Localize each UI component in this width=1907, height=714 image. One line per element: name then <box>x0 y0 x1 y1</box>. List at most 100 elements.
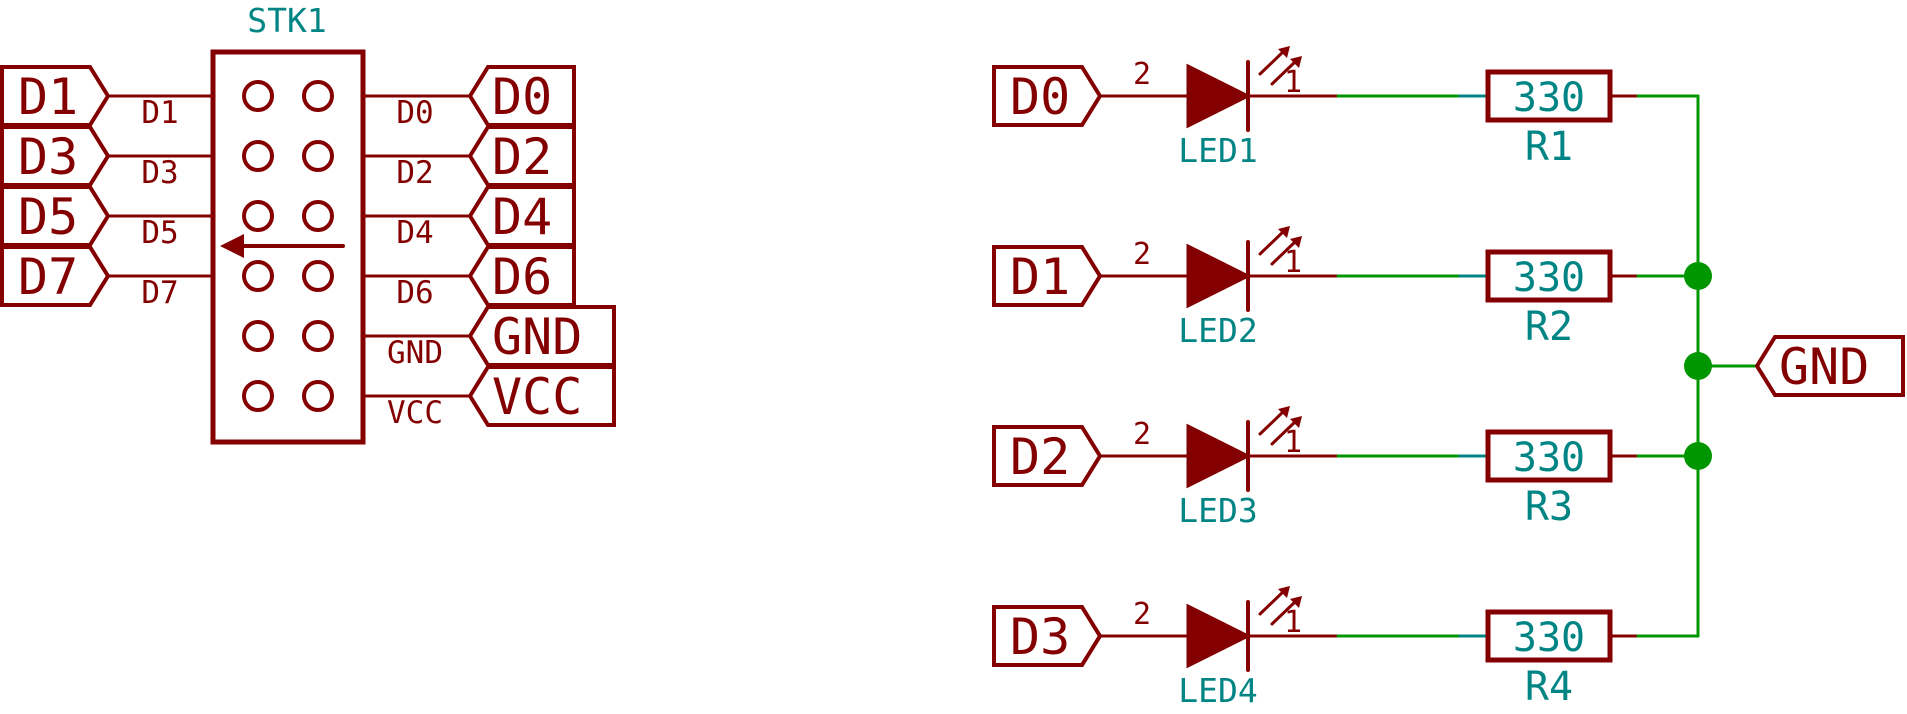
left-net-label-text: D7 <box>18 248 78 306</box>
channel-input-label-text: D1 <box>1010 248 1070 306</box>
ground-net-label-text: GND <box>1779 338 1869 396</box>
channel-input-label-shape <box>992 245 1103 307</box>
led-emission-arrow <box>1258 588 1287 616</box>
led-emission-arrowhead <box>1290 236 1302 248</box>
led-ref: LED3 <box>1178 491 1257 530</box>
led-cathode-pin-number: 1 <box>1284 605 1302 640</box>
led-emission-arrow <box>1258 48 1287 76</box>
ground-bus: GND <box>1684 94 1905 638</box>
right-net-label-shape <box>467 185 576 247</box>
right-net-label-shape <box>467 305 616 367</box>
led-ref: LED4 <box>1178 671 1257 710</box>
left-net-label-shape <box>0 65 111 127</box>
connector-pin-hole <box>242 380 274 412</box>
led-cathode-pin-number: 1 <box>1284 65 1302 100</box>
resistor-value: 330 <box>1513 615 1585 661</box>
connector-left-pin-name: D7 <box>141 275 178 311</box>
led-cathode-pin-number: 1 <box>1284 245 1302 280</box>
channel-input-label-shape <box>992 605 1103 667</box>
led-emission-arrow <box>1258 228 1287 256</box>
right-net-label-text: D4 <box>492 188 552 246</box>
led-emission-arrowhead <box>1278 406 1290 418</box>
connector-pin-hole <box>242 200 274 232</box>
resistor-value: 330 <box>1513 75 1585 121</box>
led-anode-pin-number: 2 <box>1133 417 1151 452</box>
resistor-ref: R2 <box>1525 304 1573 350</box>
led-emission-arrow <box>1270 418 1299 446</box>
connector-right-pin-name: D4 <box>396 215 433 251</box>
right-net-label-text: VCC <box>492 368 582 426</box>
led-anode-pin-number: 2 <box>1133 597 1151 632</box>
channel-input-label-text: D0 <box>1010 68 1070 126</box>
connector-pin-hole <box>302 260 334 292</box>
channel-input-label-shape <box>992 425 1103 487</box>
left-net-label-text: D1 <box>18 68 78 126</box>
left-net-label-text: D5 <box>18 188 78 246</box>
left-net-label-shape <box>0 125 111 187</box>
led-emission-arrowhead <box>1290 416 1302 428</box>
led-ref: LED1 <box>1178 131 1257 170</box>
right-net-label-text: D6 <box>492 248 552 306</box>
left-net-label-shape <box>0 245 111 307</box>
led-emission-arrow <box>1270 238 1299 266</box>
right-net-label-text: GND <box>492 308 582 366</box>
led-anode-pin-number: 2 <box>1133 57 1151 92</box>
connector-pin-hole <box>302 200 334 232</box>
resistor-value: 330 <box>1513 435 1585 481</box>
resistor-ref: R4 <box>1525 664 1573 710</box>
ground-net-label-shape <box>1754 335 1905 397</box>
connector-left-pin-name: D3 <box>141 155 178 191</box>
led-body-icon <box>1186 603 1252 669</box>
connector-pin-hole <box>302 380 334 412</box>
right-net-label-text: D0 <box>492 68 552 126</box>
led-emission-arrow <box>1270 598 1299 626</box>
led-body-icon <box>1186 423 1252 489</box>
resistor-ref: R3 <box>1525 484 1573 530</box>
right-net-label-text: D2 <box>492 128 552 186</box>
connector-left-pin-name: D1 <box>141 95 178 131</box>
right-net-label-shape <box>467 65 576 127</box>
led-emission-arrowhead <box>1290 596 1302 608</box>
connector-right-pin-name: D6 <box>396 275 433 311</box>
connector-pin-hole <box>302 140 334 172</box>
led-cathode-pin-number: 1 <box>1284 425 1302 460</box>
channel-input-label-shape <box>992 65 1103 127</box>
left-net-label-text: D3 <box>18 128 78 186</box>
connector-left-pin-name: D5 <box>141 215 178 251</box>
connector-pin-hole <box>302 80 334 112</box>
junction-dot <box>1684 352 1712 380</box>
connector-right-pin-name: D2 <box>396 155 433 191</box>
right-net-label-shape <box>467 245 576 307</box>
connector-pin-hole <box>242 80 274 112</box>
polarity-arrow-head <box>220 234 244 258</box>
connector-ref: STK1 <box>247 1 326 40</box>
connector-right-pin-name: D0 <box>396 95 433 131</box>
connector-pin-hole <box>242 320 274 352</box>
led-body-icon <box>1186 63 1252 129</box>
connector-pin-hole <box>302 320 334 352</box>
led-emission-arrowhead <box>1278 46 1290 58</box>
led-emission-arrowhead <box>1278 226 1290 238</box>
right-net-label-shape <box>467 125 576 187</box>
right-net-label-shape <box>467 365 616 427</box>
channel-input-label-text: D3 <box>1010 608 1070 666</box>
left-net-label-shape <box>0 185 111 247</box>
led-emission-arrowhead <box>1290 56 1302 68</box>
junction-dot <box>1684 442 1712 470</box>
resistor-value: 330 <box>1513 255 1585 301</box>
led-body-icon <box>1186 243 1252 309</box>
led-emission-arrow <box>1270 58 1299 86</box>
connector-body <box>210 49 366 445</box>
led-ref: LED2 <box>1178 311 1257 350</box>
connector-pin-hole <box>242 260 274 292</box>
connector-right-pin-name: VCC <box>387 395 443 431</box>
junction-dot <box>1684 262 1712 290</box>
resistor-ref: R1 <box>1525 124 1573 170</box>
